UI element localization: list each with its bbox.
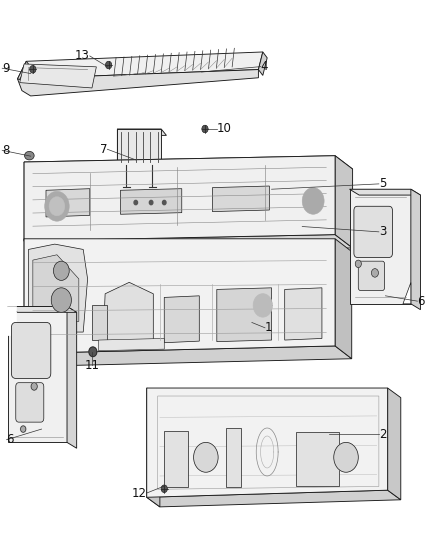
Polygon shape [20, 64, 96, 88]
Polygon shape [24, 156, 335, 241]
Circle shape [149, 200, 153, 205]
Circle shape [134, 200, 138, 205]
Polygon shape [24, 162, 42, 254]
Polygon shape [117, 129, 123, 172]
Text: 10: 10 [217, 123, 232, 135]
Polygon shape [388, 388, 401, 500]
Polygon shape [285, 288, 322, 340]
Circle shape [51, 288, 71, 312]
Polygon shape [117, 129, 166, 135]
Text: 13: 13 [75, 50, 90, 62]
Polygon shape [18, 52, 263, 79]
Circle shape [371, 269, 378, 277]
Polygon shape [217, 288, 272, 342]
Polygon shape [24, 235, 353, 254]
Polygon shape [335, 239, 352, 359]
Circle shape [162, 200, 166, 205]
Circle shape [21, 426, 26, 432]
Text: 6: 6 [417, 295, 425, 308]
Text: 6: 6 [7, 433, 14, 446]
Polygon shape [147, 388, 160, 507]
FancyBboxPatch shape [16, 383, 44, 422]
Circle shape [302, 188, 324, 214]
Polygon shape [403, 282, 411, 304]
Text: 3: 3 [379, 225, 386, 238]
Polygon shape [18, 61, 28, 79]
Polygon shape [18, 69, 258, 96]
Polygon shape [350, 189, 420, 195]
Circle shape [202, 125, 208, 133]
Polygon shape [164, 296, 199, 343]
Circle shape [30, 66, 36, 73]
Polygon shape [24, 156, 353, 175]
Polygon shape [103, 282, 153, 348]
Polygon shape [147, 490, 401, 507]
Polygon shape [46, 189, 90, 217]
Text: 8: 8 [2, 144, 10, 157]
Polygon shape [212, 186, 269, 212]
Text: 5: 5 [379, 177, 386, 190]
FancyBboxPatch shape [354, 206, 392, 257]
Polygon shape [335, 156, 353, 248]
Text: 12: 12 [132, 487, 147, 499]
Circle shape [161, 485, 167, 492]
FancyBboxPatch shape [296, 432, 339, 486]
Polygon shape [24, 346, 352, 366]
Polygon shape [33, 255, 79, 321]
Text: 11: 11 [85, 359, 99, 372]
Polygon shape [147, 388, 388, 497]
Polygon shape [92, 305, 107, 340]
Circle shape [45, 191, 69, 221]
Circle shape [49, 197, 65, 216]
Polygon shape [99, 338, 164, 351]
Polygon shape [120, 189, 182, 214]
Circle shape [31, 383, 37, 390]
Text: 2: 2 [379, 428, 386, 441]
Polygon shape [8, 306, 28, 336]
Ellipse shape [25, 151, 34, 160]
Polygon shape [24, 239, 335, 353]
FancyBboxPatch shape [164, 431, 188, 487]
Polygon shape [28, 244, 88, 332]
Polygon shape [411, 189, 420, 310]
Polygon shape [67, 306, 77, 448]
FancyBboxPatch shape [11, 322, 51, 378]
Text: 1: 1 [265, 321, 272, 334]
Circle shape [89, 347, 97, 357]
Polygon shape [117, 129, 161, 165]
FancyBboxPatch shape [226, 428, 241, 487]
Polygon shape [24, 239, 41, 366]
Circle shape [53, 261, 69, 280]
Polygon shape [8, 306, 77, 312]
Circle shape [355, 260, 361, 268]
FancyBboxPatch shape [358, 261, 385, 290]
Polygon shape [350, 189, 411, 304]
Polygon shape [258, 52, 267, 75]
Polygon shape [8, 306, 67, 442]
Circle shape [334, 442, 358, 472]
Text: 7: 7 [100, 143, 107, 156]
Circle shape [253, 294, 272, 317]
Circle shape [194, 442, 218, 472]
Text: 4: 4 [261, 60, 268, 73]
Text: 9: 9 [2, 62, 10, 75]
Circle shape [106, 61, 112, 69]
